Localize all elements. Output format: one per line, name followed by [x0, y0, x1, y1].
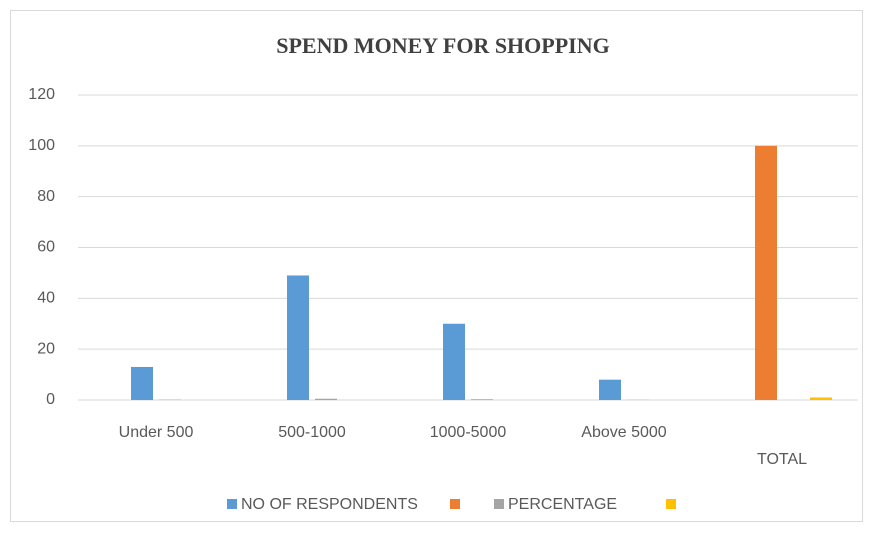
bar: [755, 146, 777, 400]
y-tick-label: 0: [46, 391, 55, 408]
x-tick-label: TOTAL: [757, 451, 807, 468]
y-tick-label: 120: [28, 86, 55, 103]
bar: [810, 397, 832, 400]
bar: [287, 275, 309, 400]
bar: [131, 367, 153, 400]
x-tick-label: 500-1000: [278, 424, 346, 441]
y-tick-label: 100: [28, 137, 55, 154]
bar: [443, 324, 465, 400]
x-tick-label: Under 500: [119, 424, 194, 441]
bar: [599, 380, 621, 400]
bar: [471, 399, 493, 400]
legend-label: PERCENTAGE: [508, 496, 617, 513]
legend-swatch: [227, 499, 237, 509]
x-tick-label: Above 5000: [581, 424, 667, 441]
chart-border: [11, 11, 863, 522]
legend-label: NO OF RESPONDENTS: [241, 496, 418, 513]
chart-title: SPEND MONEY FOR SHOPPING: [276, 33, 609, 58]
y-tick-label: 60: [37, 239, 55, 256]
y-tick-label: 40: [37, 290, 55, 307]
x-tick-label: 1000-5000: [430, 424, 507, 441]
y-tick-label: 80: [37, 188, 55, 205]
legend-swatch: [450, 499, 460, 509]
legend-swatch: [494, 499, 504, 509]
legend-swatch: [666, 499, 676, 509]
bar: [315, 399, 337, 400]
y-tick-label: 20: [37, 340, 55, 357]
